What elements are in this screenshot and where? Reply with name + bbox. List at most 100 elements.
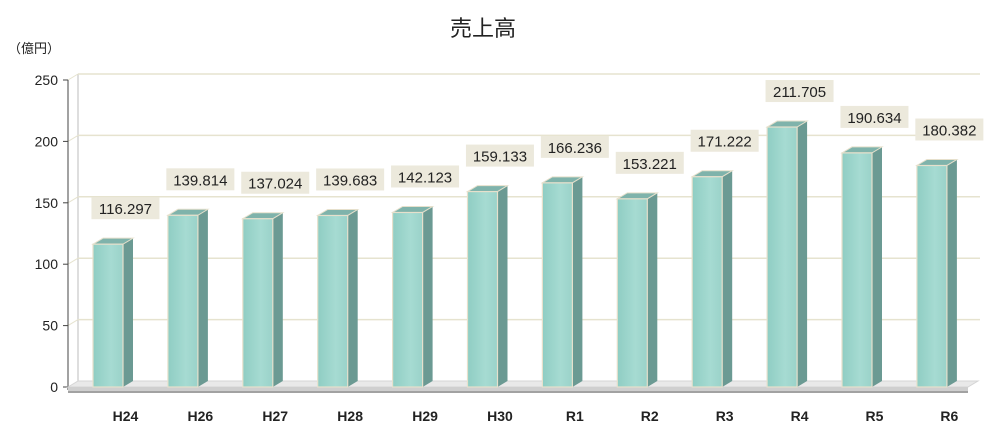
- data-label-text: 139.814: [173, 172, 227, 189]
- x-tick-label: H29: [412, 408, 438, 424]
- data-label-bg: [765, 80, 834, 103]
- bar-front: [916, 164, 948, 388]
- y-axis: 0 50 100 150 200 250: [35, 72, 968, 395]
- bar-front: [392, 211, 424, 388]
- bar-R2: [615, 192, 660, 388]
- data-label-R1: 166.236: [540, 135, 609, 158]
- data-label-text: 137.024: [248, 176, 302, 193]
- bar-side: [647, 192, 658, 387]
- gridline-diagonal: [67, 73, 79, 81]
- bar-R3: [690, 170, 735, 388]
- bar-front: [541, 182, 574, 388]
- data-label-bg: [465, 144, 534, 167]
- bar-front: [616, 198, 648, 388]
- data-label-R4: 211.705: [765, 80, 834, 103]
- data-label-bg: [540, 135, 609, 158]
- bar-side: [123, 238, 133, 387]
- gridline-diagonal: [67, 319, 79, 327]
- data-label-text: 166.236: [548, 140, 602, 157]
- bar-H24: [91, 237, 135, 388]
- x-tick-label: R6: [940, 408, 958, 424]
- y-tick-label: 100: [35, 256, 59, 272]
- data-label-text: 190.634: [847, 110, 901, 127]
- data-label-bg: [91, 197, 160, 220]
- bar-side: [572, 176, 583, 387]
- bar-side: [272, 212, 283, 387]
- y-tick-label: 50: [42, 318, 58, 334]
- bar-side: [946, 159, 957, 387]
- data-label-text: 116.297: [99, 201, 152, 218]
- bar-front: [242, 218, 274, 388]
- data-label-H29: 142.123: [391, 165, 460, 188]
- bar-H30: [465, 185, 510, 388]
- bar-front: [92, 243, 124, 388]
- gridlines: [67, 73, 980, 381]
- x-tick-label: H24: [113, 408, 139, 424]
- bars: [91, 120, 959, 388]
- data-label-text: 139.683: [323, 172, 377, 189]
- data-label-H24: 116.297: [91, 197, 160, 220]
- bar-side: [872, 146, 882, 387]
- data-label-text: 180.382: [922, 122, 976, 139]
- bar-front: [466, 190, 499, 388]
- x-tick-label: H26: [188, 408, 214, 424]
- bar-R6: [915, 158, 959, 388]
- data-label-text: 211.705: [773, 84, 826, 101]
- bar-side: [497, 185, 508, 387]
- bar-H29: [390, 205, 435, 388]
- x-tick-label: R3: [716, 408, 734, 424]
- chart-floor: [66, 380, 980, 391]
- bar-front: [167, 214, 199, 388]
- floor-front: [68, 387, 968, 391]
- bar-side: [722, 170, 733, 387]
- data-label-text: 142.123: [398, 169, 452, 186]
- bar-R4: [765, 120, 809, 388]
- data-label-R2: 153.221: [615, 151, 684, 174]
- x-tick-label: R5: [865, 408, 883, 424]
- data-label-text: 171.222: [698, 134, 752, 151]
- gridline-diagonal: [67, 196, 79, 204]
- data-label-bg: [391, 165, 460, 188]
- bar-front: [691, 176, 723, 388]
- data-label-R3: 171.222: [690, 129, 759, 152]
- y-axis-unit-label: （億円）: [8, 41, 60, 57]
- x-axis-labels: H24 H26 H27 H28 H29 H30 R1 R2 R3 R4 R5 R6: [113, 408, 959, 424]
- y-tick-label: 200: [35, 133, 59, 149]
- data-label-text: 153.221: [623, 156, 677, 173]
- bar-side: [797, 121, 808, 388]
- data-label-bg: [316, 168, 385, 191]
- data-label-H27: 137.024: [241, 171, 310, 194]
- y-tick-label: 250: [35, 72, 59, 88]
- data-label-bg: [241, 171, 310, 194]
- x-tick-label: R1: [566, 408, 584, 424]
- bar-H26: [166, 208, 210, 388]
- data-label-H28: 139.683: [316, 168, 385, 191]
- gridline-diagonal: [67, 134, 79, 142]
- bar-side: [197, 209, 208, 387]
- data-label-R5: 190.634: [840, 105, 909, 128]
- bar-H28: [315, 208, 360, 388]
- data-label-text: 159.133: [473, 149, 527, 166]
- data-label-bg: [840, 105, 909, 128]
- chart-title: 売上高: [450, 17, 516, 42]
- data-label-R6: 180.382: [915, 118, 984, 141]
- y-tick-label: 0: [50, 379, 58, 395]
- data-label-bg: [615, 151, 684, 174]
- x-tick-label: R2: [641, 408, 659, 424]
- x-tick-label: H27: [262, 408, 288, 424]
- x-tick-label: H30: [487, 408, 513, 424]
- bar-front: [841, 152, 873, 388]
- bar-R5: [840, 146, 884, 388]
- data-label-bg: [690, 129, 759, 152]
- y-tick-label: 150: [35, 195, 59, 211]
- gridline-diagonal: [67, 257, 79, 265]
- data-label-H26: 139.814: [166, 168, 235, 191]
- data-label-bg: [915, 118, 984, 141]
- x-tick-label: H28: [337, 408, 363, 424]
- data-label-H30: 159.133: [465, 144, 534, 167]
- bar-front: [766, 126, 798, 388]
- data-labels: 116.297 139.814 137.024 139.683 142.123 159.1…: [91, 80, 984, 220]
- bar-side: [422, 206, 433, 387]
